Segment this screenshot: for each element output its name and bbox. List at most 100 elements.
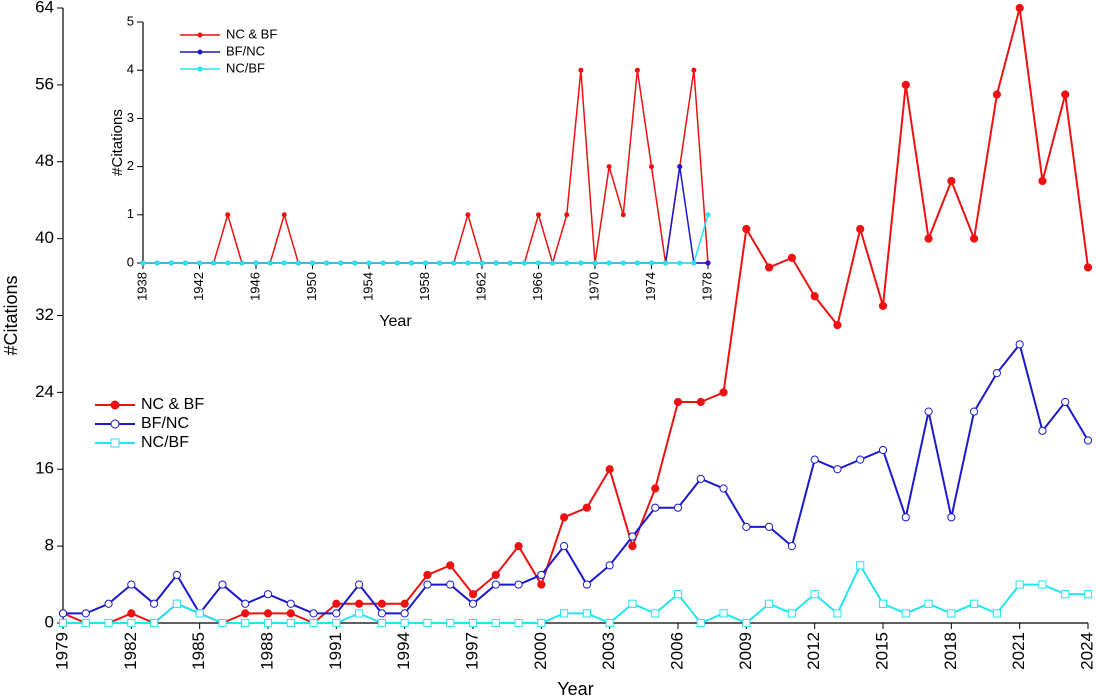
marker: [507, 260, 513, 266]
marker: [218, 580, 227, 589]
marker: [127, 580, 136, 589]
marker: [267, 260, 273, 266]
marker: [947, 176, 956, 186]
x-tick-label: 2006: [667, 632, 686, 670]
series-line: [63, 342, 1089, 616]
marker: [901, 513, 910, 522]
y-tick-label: 3: [127, 110, 134, 125]
marker: [582, 503, 591, 512]
marker: [560, 513, 569, 522]
marker: [468, 599, 478, 608]
y-tick-label: 56: [35, 74, 54, 93]
marker: [1061, 90, 1070, 99]
marker: [1038, 426, 1047, 435]
x-tick-label: 1938: [134, 272, 149, 301]
x-axis-title: Year: [379, 313, 412, 330]
marker: [696, 618, 705, 628]
marker: [696, 474, 705, 483]
marker: [536, 212, 541, 218]
x-tick-label: 2024: [1077, 632, 1096, 670]
marker: [423, 618, 432, 628]
marker: [765, 522, 774, 532]
marker: [605, 618, 614, 628]
marker: [592, 260, 598, 266]
legend-label: BF/NC: [226, 43, 265, 58]
marker: [491, 580, 500, 589]
legend-label: BF/NC: [141, 415, 189, 432]
x-tick-label: 1954: [360, 272, 375, 301]
x-tick-label: 1946: [247, 272, 262, 301]
marker: [380, 260, 386, 266]
marker: [970, 407, 979, 416]
marker: [225, 260, 231, 266]
marker: [742, 224, 751, 234]
y-tick-label: 32: [35, 305, 54, 324]
y-tick-label: 48: [35, 151, 54, 170]
marker: [81, 618, 90, 628]
marker: [195, 609, 204, 618]
marker: [423, 580, 432, 589]
x-tick-label: 1982: [121, 632, 140, 670]
y-tick-label: 24: [35, 382, 54, 401]
x-tick-label: 2003: [599, 632, 618, 670]
marker: [1083, 590, 1093, 599]
marker: [878, 599, 888, 608]
marker: [451, 260, 457, 266]
marker: [1015, 340, 1024, 349]
y-tick-label: 64: [35, 0, 54, 16]
marker: [719, 609, 728, 618]
legend-marker: [110, 438, 120, 448]
x-tick-label: 1988: [257, 632, 276, 670]
marker: [691, 260, 697, 266]
marker: [651, 609, 660, 618]
marker: [127, 609, 136, 618]
marker: [309, 609, 318, 618]
marker: [446, 561, 455, 570]
marker: [154, 260, 160, 266]
legend-marker: [197, 66, 203, 72]
marker: [58, 618, 68, 628]
x-axis-title: Year: [557, 679, 593, 698]
marker: [514, 580, 523, 589]
marker: [947, 609, 956, 618]
x-tick-label: 2009: [736, 632, 755, 670]
marker: [491, 618, 500, 628]
marker: [970, 599, 979, 608]
marker: [810, 292, 819, 301]
marker: [605, 561, 614, 570]
marker: [446, 580, 455, 589]
marker: [605, 465, 614, 474]
marker: [332, 609, 341, 618]
marker: [324, 260, 330, 266]
marker: [810, 455, 819, 464]
legend-label: NC & BF: [226, 26, 277, 41]
marker: [465, 212, 471, 218]
legend-marker: [197, 32, 203, 38]
x-tick-label: 2000: [531, 632, 550, 670]
marker: [628, 599, 637, 608]
marker: [225, 212, 231, 218]
marker: [127, 618, 136, 628]
marker: [332, 599, 341, 608]
marker: [696, 397, 705, 407]
y-tick-label: 16: [35, 459, 54, 478]
marker: [537, 580, 546, 589]
marker: [992, 609, 1001, 618]
marker: [263, 609, 273, 618]
marker: [833, 321, 842, 330]
y-axis-title: #Citations: [1, 275, 21, 355]
y-tick-label: 40: [35, 228, 54, 247]
marker: [514, 618, 523, 628]
legend-marker: [110, 419, 120, 429]
marker: [239, 260, 245, 266]
marker: [423, 570, 432, 580]
marker: [150, 618, 159, 628]
marker: [560, 542, 569, 551]
marker: [620, 260, 626, 266]
marker: [352, 260, 358, 266]
marker: [856, 224, 865, 234]
x-tick-label: 1962: [473, 272, 488, 301]
inset-background: [93, 2, 718, 328]
marker: [578, 67, 584, 73]
marker: [719, 388, 728, 397]
